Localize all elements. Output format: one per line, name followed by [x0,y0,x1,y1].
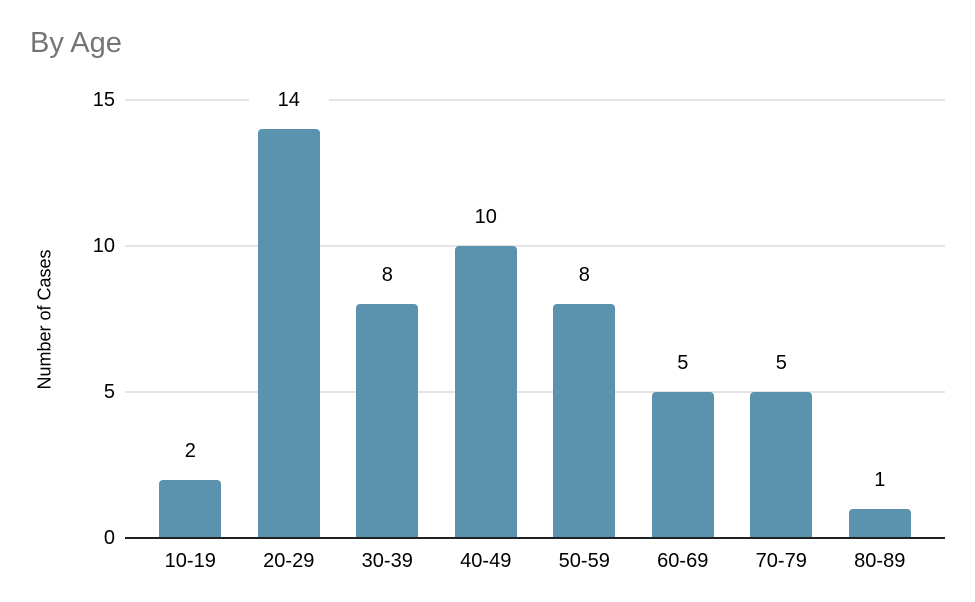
x-tick-label: 80-89 [854,550,906,572]
bar-value-label: 1 [839,468,920,491]
gridline [125,99,945,101]
x-tick-label: 50-59 [558,550,610,572]
bar-value-label: 14 [248,89,329,112]
x-tick-label: 10-19 [164,550,216,572]
y-tick-label: 5 [103,381,115,403]
gridline [125,391,945,393]
chart-title: By Age [30,27,122,59]
bar-10-19 [159,479,222,538]
y-axis-title: Number of Cases [34,249,55,390]
bar-value-label: 10 [445,206,526,228]
bar-40-49 [454,246,517,538]
x-tick-label: 30-39 [361,550,413,572]
bar-value-label: 2 [150,439,231,462]
x-tick-label: 70-79 [755,550,807,572]
bar-value-label: 8 [544,264,625,287]
y-tick-label: 10 [92,235,115,257]
bar-value-label: 5 [642,352,723,374]
y-tick-label: 0 [103,527,115,549]
bar-20-29 [257,129,320,538]
x-axis-line [125,537,945,539]
x-tick-label: 40-49 [460,550,512,572]
bar-value-label: 8 [347,264,428,287]
x-tick-label: 60-69 [657,550,709,572]
bar-value-label: 5 [741,352,822,374]
x-tick-label: 20-29 [263,550,315,572]
gridline [125,245,945,247]
plot-area [125,99,945,539]
y-tick-label: 15 [92,89,115,111]
bar-50-59 [553,304,616,538]
bar-70-79 [750,392,813,538]
bar-80-89 [848,508,911,538]
bar-60-69 [651,392,714,538]
bar-30-39 [356,304,419,538]
